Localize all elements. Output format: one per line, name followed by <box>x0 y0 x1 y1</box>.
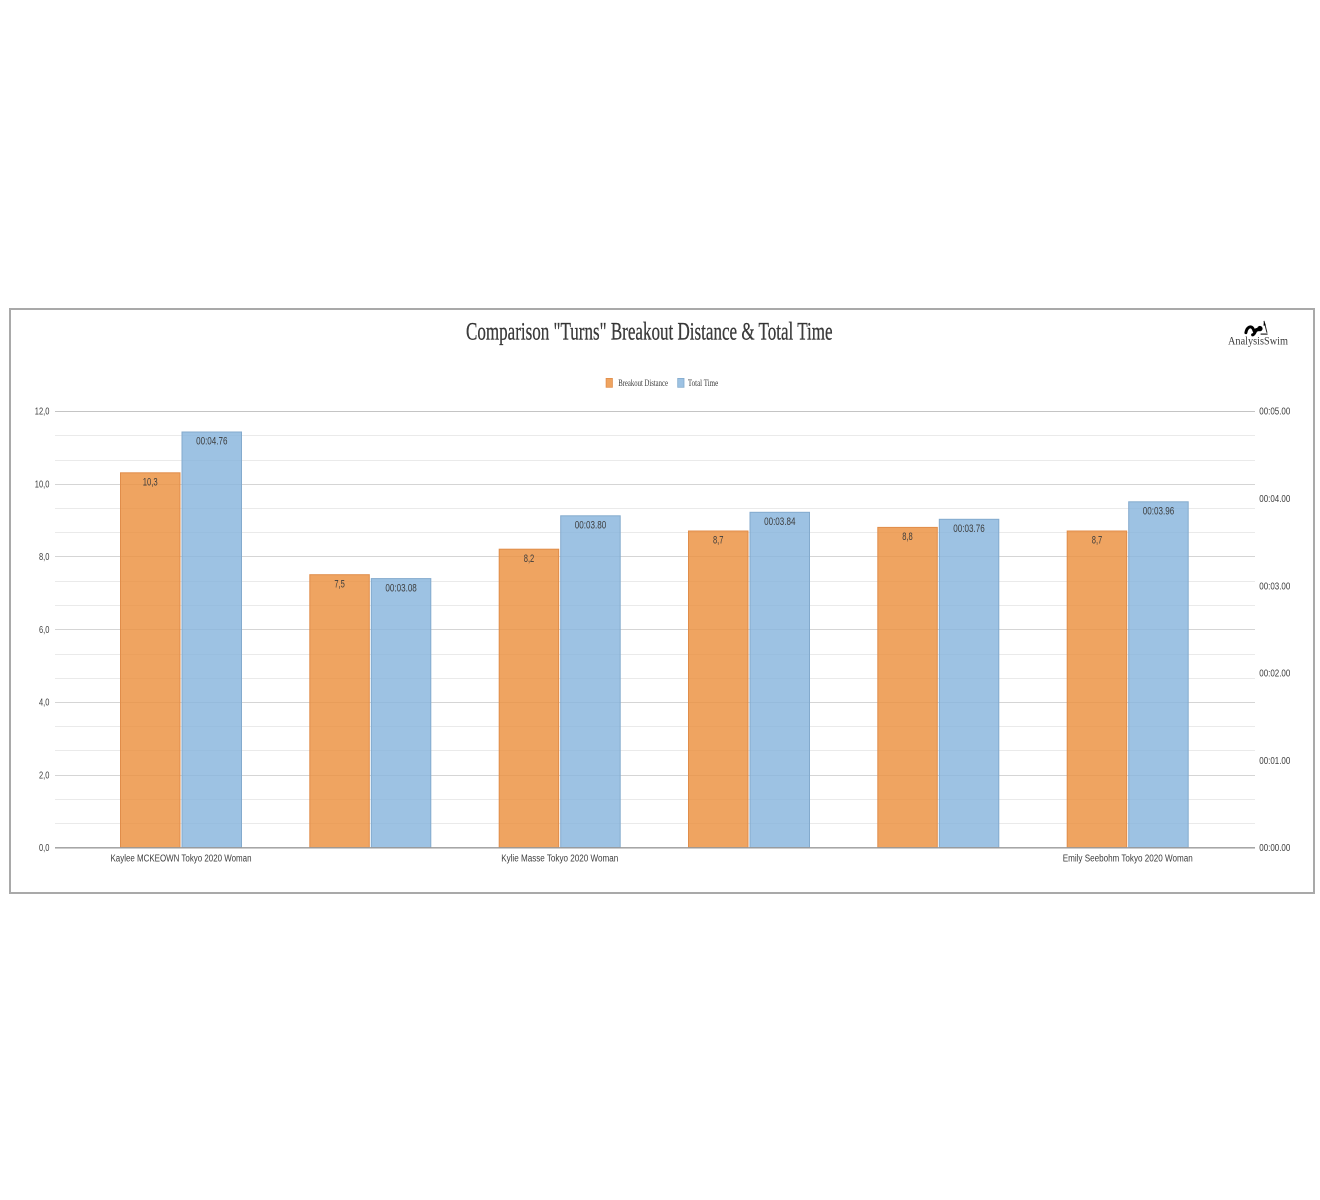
svg-text:00:01.00: 00:01.00 <box>1259 756 1290 767</box>
svg-text:8,2: 8,2 <box>524 553 535 565</box>
svg-text:6,0: 6,0 <box>39 625 50 636</box>
svg-text:00:03.76: 00:03.76 <box>953 523 984 535</box>
svg-text:0,0: 0,0 <box>39 843 50 854</box>
svg-text:00:05.00: 00:05.00 <box>1259 407 1290 418</box>
svg-text:00:02.00: 00:02.00 <box>1259 669 1290 680</box>
svg-text:12,0: 12,0 <box>35 407 50 418</box>
svg-text:00:00.00: 00:00.00 <box>1259 843 1290 854</box>
svg-text:8,7: 8,7 <box>1092 535 1103 547</box>
svg-text:8,0: 8,0 <box>39 552 50 563</box>
svg-text:00:03.96: 00:03.96 <box>1143 506 1174 518</box>
svg-text:8,7: 8,7 <box>713 535 724 547</box>
svg-text:2,0: 2,0 <box>39 771 50 782</box>
svg-text:Kaylee MCKEOWN Tokyo 2020 Woma: Kaylee MCKEOWN Tokyo 2020 Woman <box>111 853 252 864</box>
svg-text:00:04.00: 00:04.00 <box>1259 494 1290 505</box>
svg-text:Breakout Distance: Breakout Distance <box>618 379 668 389</box>
svg-text:Kylie Masse Tokyo 2020 Woman: Kylie Masse Tokyo 2020 Woman <box>501 853 618 864</box>
svg-text:10,3: 10,3 <box>143 477 158 489</box>
svg-text:00:03.80: 00:03.80 <box>575 520 606 532</box>
svg-text:00:03.08: 00:03.08 <box>385 582 416 594</box>
svg-text:Total Time: Total Time <box>688 379 718 389</box>
svg-text:8,8: 8,8 <box>902 531 913 543</box>
svg-text:Comparison "Turns" Breakout Di: Comparison "Turns" Breakout Distance & T… <box>466 317 833 346</box>
svg-text:00:04.76: 00:04.76 <box>196 436 227 448</box>
svg-text:7,5: 7,5 <box>334 578 345 590</box>
svg-text:00:03.00: 00:03.00 <box>1259 581 1290 592</box>
svg-text:4,0: 4,0 <box>39 698 50 709</box>
svg-text:AnalysisSwim: AnalysisSwim <box>1228 333 1289 347</box>
svg-text:10,0: 10,0 <box>35 479 50 490</box>
svg-text:00:03.84: 00:03.84 <box>764 516 795 528</box>
svg-text:Emily Seebohm Tokyo 2020 Woman: Emily Seebohm Tokyo 2020 Woman <box>1063 853 1193 864</box>
